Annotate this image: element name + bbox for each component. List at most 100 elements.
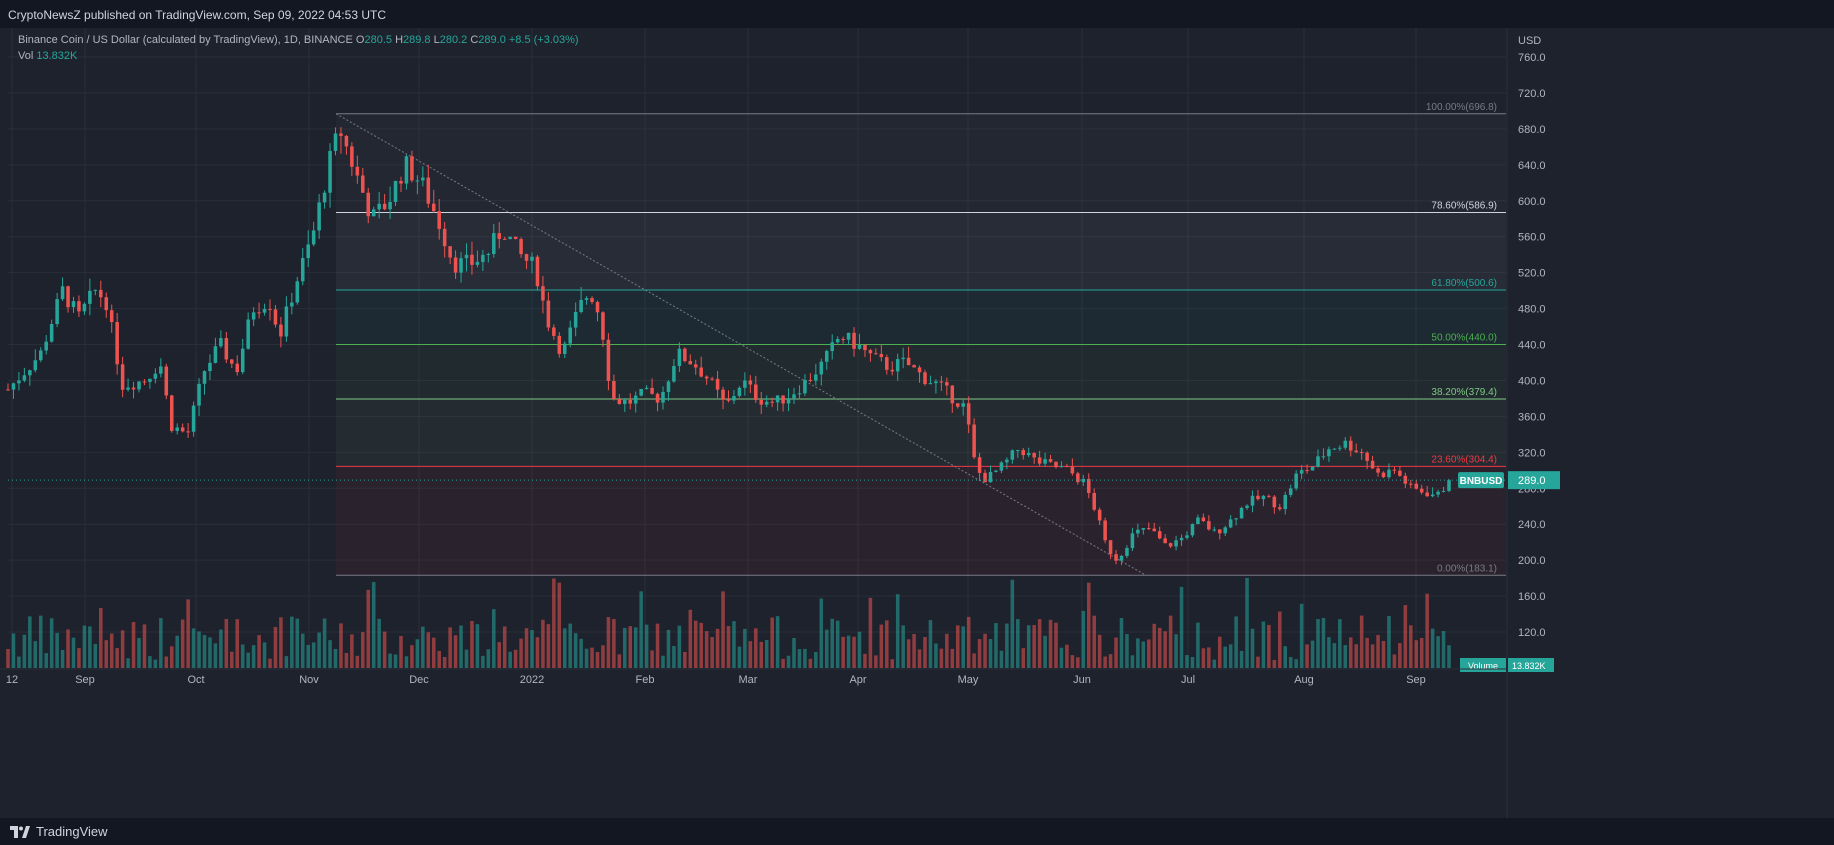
volume-bar — [612, 619, 616, 668]
volume-bar — [814, 652, 818, 668]
candle-body — [1430, 494, 1435, 497]
volume-bar — [743, 628, 747, 668]
volume-bar — [797, 649, 802, 668]
candle-body — [966, 403, 971, 425]
volume-bar — [464, 649, 469, 668]
volume-bar — [404, 656, 409, 668]
candle-body — [999, 462, 1004, 471]
volume-bar — [1267, 624, 1271, 668]
price-chart[interactable]: 100.00%(696.8) 78.60%(586.9) 61.80%(500.6)… — [0, 28, 1834, 818]
volume-bar — [109, 633, 114, 668]
volume-bar — [961, 626, 965, 668]
price-axis-background — [1507, 28, 1834, 818]
candle-body — [169, 395, 174, 431]
volume-tag-text: Volume — [1468, 661, 1498, 671]
candle-body — [1365, 452, 1369, 461]
volume-bar — [1152, 623, 1157, 668]
volume-bar — [557, 582, 562, 668]
candle-body — [99, 289, 103, 298]
volume-bar — [966, 616, 971, 668]
symbol-legend[interactable]: Binance Coin / US Dollar (calculated by … — [18, 34, 579, 46]
fib-trendline — [335, 113, 1147, 576]
candle-body — [1119, 555, 1124, 561]
volume-bar — [1070, 655, 1075, 668]
candle-body — [1332, 448, 1337, 450]
volume-bar — [453, 635, 458, 668]
candle-body — [617, 399, 622, 404]
volume-bar — [311, 642, 316, 668]
volume-bar — [33, 641, 38, 668]
volume-bar — [808, 658, 813, 668]
volume-bar — [1376, 634, 1380, 668]
volume-bar — [972, 653, 976, 668]
candle-body — [328, 150, 332, 193]
candle-body — [835, 338, 840, 343]
candle-body — [1108, 540, 1113, 555]
volume-bar — [1217, 636, 1222, 668]
volume-bar — [764, 639, 769, 668]
volume-bar — [1343, 645, 1348, 668]
candle-body — [1256, 495, 1260, 500]
candle-body — [606, 339, 611, 381]
candle-body — [1348, 440, 1353, 451]
volume-bar — [955, 625, 960, 668]
candle-body — [770, 401, 774, 403]
candle-body — [1447, 480, 1451, 491]
volume-bar — [180, 619, 185, 668]
candle-body — [786, 398, 791, 404]
candle-body — [557, 335, 562, 354]
candle-body — [224, 338, 229, 360]
candle-body — [295, 281, 300, 303]
candle-body — [1409, 483, 1413, 485]
last-price-tag-text: 289.0 — [1518, 475, 1546, 487]
candle-body — [311, 230, 316, 245]
candle-body — [1310, 466, 1315, 471]
volume-bar — [99, 607, 103, 668]
volume-bar — [361, 632, 365, 668]
tradingview-logo[interactable]: TradingView — [10, 824, 108, 839]
candle-body — [1392, 469, 1397, 471]
candle-body — [262, 308, 267, 313]
volume-bar — [1065, 644, 1069, 668]
candle-body — [699, 367, 703, 377]
volume-legend[interactable]: Vol 13.832K — [18, 50, 77, 62]
volume-bar — [1327, 637, 1331, 668]
volume-bar — [77, 648, 81, 668]
candle-body — [972, 424, 976, 458]
candle-body — [1261, 495, 1266, 500]
volume-bar — [148, 656, 152, 668]
volume-bar — [934, 643, 938, 668]
volume-bar — [1256, 656, 1260, 668]
candle-body — [131, 387, 136, 390]
candle-body — [322, 192, 327, 203]
volume-bar — [1305, 644, 1309, 668]
fib-label: 0.00%(183.1) — [1437, 563, 1497, 574]
volume-bar — [535, 637, 540, 668]
y-tick-label: 560.0 — [1518, 232, 1546, 244]
volume-bar — [1278, 611, 1282, 668]
candle-body — [655, 393, 660, 403]
candle-body — [1179, 537, 1184, 541]
volume-bar — [1288, 657, 1293, 668]
volume-bar — [994, 623, 998, 668]
candle-body — [415, 180, 420, 182]
chart-area[interactable]: 100.00%(696.8) 78.60%(586.9) 61.80%(500.6)… — [0, 28, 1834, 818]
candle-body — [508, 236, 512, 240]
volume-bar — [350, 634, 354, 668]
candle-body — [137, 381, 141, 390]
volume-bar — [1119, 618, 1124, 668]
candle-body — [333, 133, 338, 151]
tradingview-logo-icon — [10, 825, 30, 838]
volume-bar — [382, 631, 387, 668]
candle-body — [743, 380, 747, 388]
volume-bar — [300, 633, 305, 668]
fib-zone — [336, 212, 1506, 291]
candle-body — [1037, 457, 1042, 464]
volume-bar — [126, 658, 130, 668]
volume-bar — [251, 645, 256, 668]
y-tick-label: 360.0 — [1518, 411, 1546, 423]
fib-trendline — [335, 113, 1147, 576]
fib-zones — [336, 113, 1506, 576]
candle-body — [683, 348, 687, 362]
candle-body — [1005, 459, 1009, 463]
